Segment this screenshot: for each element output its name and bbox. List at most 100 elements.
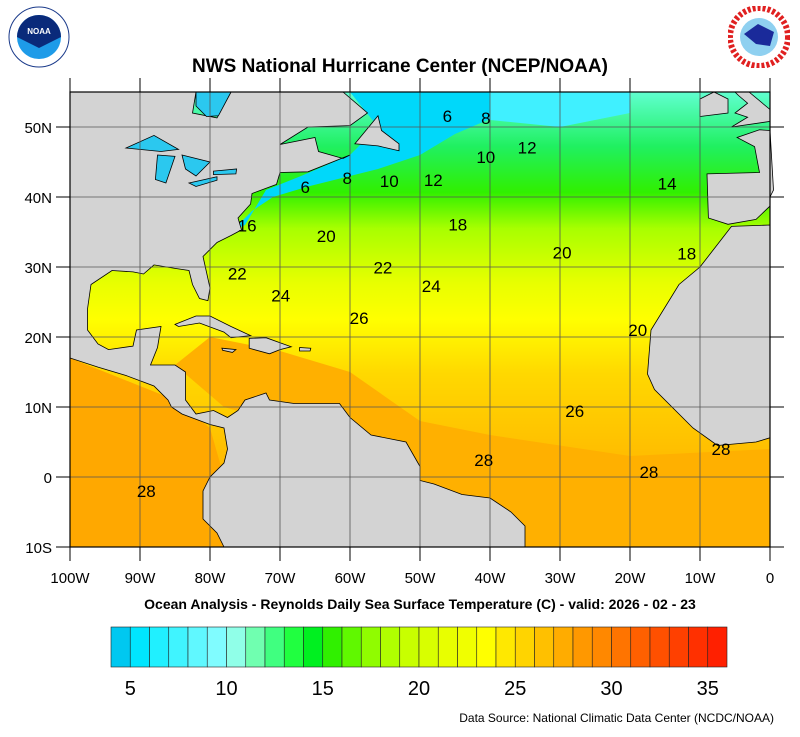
- colorbar-bin: [187, 626, 208, 668]
- colorbar-bin: [149, 626, 170, 668]
- contour-label: 6: [300, 178, 309, 197]
- colorbar-bin: [437, 626, 458, 668]
- colorbar-bin: [707, 626, 728, 668]
- pacific-warm-water: [70, 358, 224, 547]
- colorbar-bin: [399, 626, 420, 668]
- lon-tick-label: 90W: [125, 570, 157, 587]
- contour-label: 24: [271, 287, 290, 306]
- colorbar-bin: [245, 626, 266, 668]
- colorbar-bin: [476, 626, 497, 668]
- contour-label: 18: [677, 245, 696, 264]
- contour-label: 8: [481, 109, 490, 128]
- contour-label: 16: [238, 217, 257, 236]
- lat-tick-label: 40N: [24, 190, 52, 207]
- colorbar-bin: [457, 626, 478, 668]
- lon-tick-label: 0: [766, 570, 774, 587]
- colorbar-bin: [380, 626, 401, 668]
- colorbar: 5 10 15 20 25 30 35: [110, 626, 728, 700]
- lat-tick-label: 10S: [25, 540, 52, 557]
- colorbar-bin: [591, 626, 612, 668]
- nws-logo: [728, 6, 790, 68]
- colorbar-label: 20: [408, 678, 430, 700]
- colorbar-bin: [418, 626, 439, 668]
- chart-title: NWS National Hurricane Center (NCEP/NOAA…: [192, 56, 608, 77]
- colorbar-label: 25: [504, 678, 526, 700]
- jamaica: [221, 347, 237, 353]
- colorbar-label: 35: [697, 678, 719, 700]
- contour-label: 28: [474, 451, 493, 470]
- lon-tick-label: 60W: [335, 570, 367, 587]
- lat-tick-label: 10N: [24, 400, 52, 417]
- colorbar-bin: [514, 626, 535, 668]
- colorbar-bin: [283, 626, 304, 668]
- puerto-rico: [299, 347, 312, 352]
- contour-label: 22: [228, 264, 247, 283]
- colorbar-label: 15: [312, 678, 334, 700]
- colorbar-bin: [495, 626, 516, 668]
- data-source: Data Source: National Climatic Data Cent…: [459, 711, 774, 725]
- colorbar-bin: [649, 626, 670, 668]
- colorbar-bin: [611, 626, 632, 668]
- lake-ontario: [213, 168, 238, 176]
- lon-tick-label: 10W: [685, 570, 717, 587]
- contour-label: 22: [373, 259, 392, 278]
- lat-tick-label: 0: [44, 470, 52, 487]
- noaa-logo: NOAA: [8, 6, 70, 68]
- contour-label: 28: [137, 482, 156, 501]
- americas-land: [69, 91, 526, 548]
- colorbar-bin: [553, 626, 574, 668]
- colorbar-bin: [264, 626, 285, 668]
- contour-label: 10: [380, 172, 399, 191]
- contour-label: 26: [350, 309, 369, 328]
- lat-tick-label: 30N: [24, 260, 52, 277]
- lon-tick-label: 20W: [615, 570, 647, 587]
- contour-label: 28: [712, 440, 731, 459]
- colorbar-bin: [688, 626, 709, 668]
- tropical-warm-water: [175, 337, 770, 547]
- colorbar-bin: [341, 626, 362, 668]
- lat-tick-label: 50N: [24, 120, 52, 137]
- map-frame: [69, 91, 771, 548]
- sst-map: 100W 90W 80W 70W 60W 50W 40W 30W 20W 10W 0 50N 40N 30…: [24, 78, 784, 587]
- contour-label: 6: [443, 107, 452, 126]
- colorbar-bin: [206, 626, 227, 668]
- lon-tick-label: 70W: [265, 570, 297, 587]
- lon-tick-label: 40W: [475, 570, 507, 587]
- lon-tick-label: 100W: [50, 570, 90, 587]
- lon-tick-label: 80W: [195, 570, 227, 587]
- colorbar-bin: [534, 626, 555, 668]
- contour-label: 10: [476, 148, 495, 167]
- contour-label: 12: [518, 138, 537, 157]
- colorbar-bin: [668, 626, 689, 668]
- great-britain: [731, 91, 771, 128]
- colorbar-bin: [322, 626, 343, 668]
- lake-superior: [124, 134, 180, 152]
- contour-label: 20: [317, 227, 336, 246]
- colorbar-bin: [110, 626, 131, 668]
- lon-tick-label: 50W: [405, 570, 437, 587]
- contour-label: 28: [639, 463, 658, 482]
- lake-michigan: [154, 154, 176, 184]
- colorbar-bin: [168, 626, 189, 668]
- colorbar-bin: [572, 626, 593, 668]
- colorbar-label: 30: [600, 678, 622, 700]
- colorbar-bin: [303, 626, 324, 668]
- colorbar-bin: [226, 626, 247, 668]
- lake-huron: [181, 154, 211, 177]
- colorbar-label: 5: [125, 678, 136, 700]
- lon-tick-label: 30W: [545, 570, 577, 587]
- colorbar-bin: [360, 626, 381, 668]
- colorbar-label: 10: [215, 678, 237, 700]
- contour-label: 8: [342, 169, 351, 188]
- contour-label: 26: [565, 402, 584, 421]
- cold-water-region: [224, 92, 504, 236]
- colorbar-bin: [129, 626, 150, 668]
- contour-label: 20: [628, 321, 647, 340]
- contour-label: 24: [422, 277, 441, 296]
- contour-label: 20: [553, 243, 572, 262]
- colorbar-bin: [630, 626, 651, 668]
- svg-text:NOAA: NOAA: [27, 27, 51, 36]
- lat-tick-label: 20N: [24, 330, 52, 347]
- newfoundland: [354, 114, 400, 152]
